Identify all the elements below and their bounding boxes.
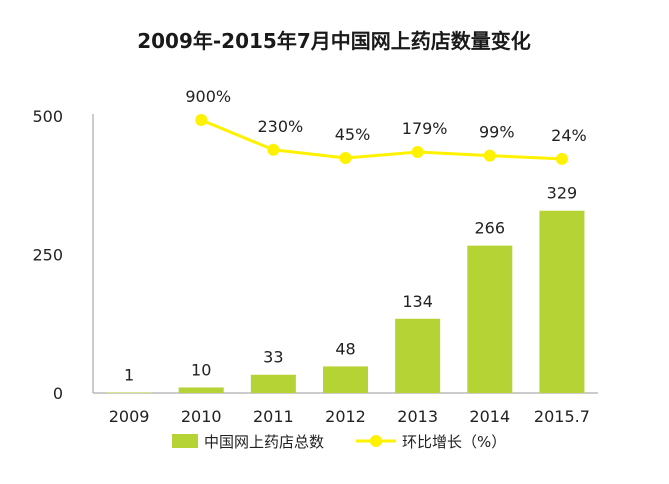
growth-point (483, 149, 496, 162)
y-tick-label: 500 (32, 107, 63, 126)
growth-value-label: 45% (335, 125, 371, 144)
bar-value-label: 134 (402, 292, 433, 311)
bar-value-label: 48 (335, 339, 355, 358)
growth-point (267, 143, 280, 156)
legend-line-label: 环比增长（%） (402, 433, 506, 451)
y-tick-label: 250 (32, 246, 63, 265)
bar (323, 366, 368, 393)
bar-value-label: 329 (547, 184, 578, 203)
y-tick-label: 0 (53, 384, 63, 403)
x-tick-label: 2011 (253, 407, 294, 426)
legend: 中国网上药店总数 环比增长（%） (172, 433, 506, 451)
x-tick-label: 2013 (397, 407, 438, 426)
legend-bar-swatch (172, 434, 198, 448)
bar-value-label: 10 (191, 360, 211, 379)
legend-bar-label: 中国网上药店总数 (204, 433, 324, 451)
growth-point (555, 152, 568, 165)
x-tick-label: 2012 (325, 407, 366, 426)
growth-value-label: 230% (257, 117, 303, 136)
bar-value-label: 33 (263, 348, 283, 367)
growth-line-series (195, 114, 568, 165)
bar-series (106, 210, 585, 393)
bar (467, 245, 513, 393)
growth-point (195, 114, 208, 126)
bar (178, 387, 224, 393)
x-tick-label: 2010 (181, 407, 222, 426)
bar (395, 318, 441, 393)
growth-value-label: 99% (479, 123, 515, 142)
bar-value-label: 266 (475, 219, 506, 238)
chart-title: 2009年-2015年7月中国网上药店数量变化 (137, 29, 531, 53)
bar-labels: 1 10 33 48 134 266 329 (124, 184, 577, 385)
y-ticks: 0 250 500 (32, 107, 63, 403)
growth-labels: 900% 230% 45% 179% 99% 24% (185, 87, 586, 145)
x-tick-label: 2014 (469, 407, 510, 426)
growth-line (200, 118, 562, 161)
growth-value-label: 24% (551, 126, 587, 145)
bar-value-label: 1 (124, 365, 134, 384)
growth-value-label: 900% (185, 87, 231, 106)
bar (539, 210, 585, 393)
growth-point (411, 146, 424, 159)
x-tick-label: 2015.7 (534, 407, 590, 426)
bar (106, 392, 152, 393)
growth-value-label: 179% (402, 119, 448, 138)
legend-line-marker (370, 435, 382, 447)
bar (250, 374, 296, 393)
x-ticks: 2009 2010 2011 2012 2013 2014 2015.7 (109, 407, 590, 426)
x-tick-label: 2009 (109, 407, 150, 426)
growth-point (339, 152, 352, 164)
